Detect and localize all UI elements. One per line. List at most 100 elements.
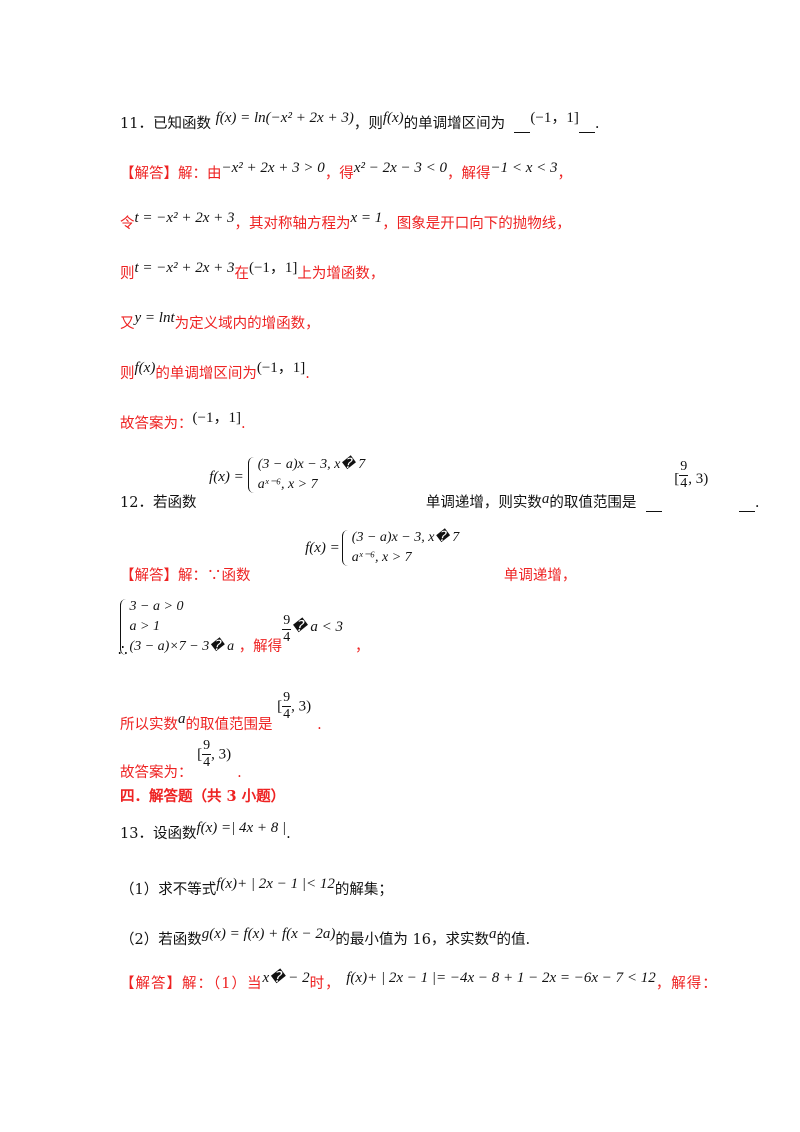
text: ，解得: [447, 166, 491, 182]
text: 设函数: [152, 826, 197, 842]
text: 解：由: [178, 166, 222, 182]
denominator: 4: [283, 629, 291, 645]
text: （1）求不等式: [120, 882, 217, 898]
text: 又: [120, 316, 135, 332]
case: aˣ⁻⁶, x > 7: [257, 477, 318, 492]
question-number: 12．: [120, 495, 153, 511]
formula: (−1，1]: [192, 410, 241, 426]
blank-line: [645, 495, 662, 512]
formula: f(x) =: [209, 469, 244, 485]
text: 为定义域内的增函数，: [174, 316, 320, 332]
text: 时，: [309, 976, 341, 992]
answer-11-line-3: 则t = −x² + 2x + 3在(−1，1]上为增函数，: [120, 260, 385, 283]
text: .: [240, 416, 246, 432]
text: .: [286, 826, 291, 842]
answer-11-line-6: 故答案为：(−1，1].: [120, 410, 246, 433]
answer-tag: 【解答】: [120, 568, 178, 584]
formula: f(x): [382, 110, 404, 126]
text: 则: [120, 366, 135, 382]
formula: f(x): [134, 360, 156, 376]
answer-tag: 【解答】: [120, 976, 182, 992]
answer: (−1，1]: [530, 110, 579, 126]
text: 的最小值为 16，求实数: [335, 932, 489, 948]
text: 的解集；: [334, 882, 393, 898]
formula: f(x)+ | 2x − 1 |< 12: [216, 876, 335, 892]
numerator: 9: [282, 612, 292, 630]
answer-12-line-3: 所以实数a的取值范围是 [9 4, 3).: [120, 690, 322, 733]
denominator: 4: [680, 475, 688, 491]
text: ，: [354, 639, 370, 655]
question-11: 11．已知函数 f(x) = ln(−x² + 2x + 3)，则f(x)的单调…: [120, 110, 600, 133]
text: 的单调增区间为: [155, 366, 257, 382]
variable: a: [488, 926, 497, 942]
text: 令: [120, 216, 135, 232]
blank-line: [738, 495, 755, 512]
answer-13-line-1: 【解答】解：（1）当x� − 2时， f(x)+ | 2x − 1 |= −4x…: [120, 970, 718, 993]
text: 解：（1）当: [182, 976, 263, 992]
numerator: 9: [282, 690, 292, 707]
answer: , 3): [688, 471, 709, 487]
text: ，得: [324, 166, 354, 182]
answer-11-line-5: 则f(x)的单调增区间为(−1，1].: [120, 360, 310, 383]
formula: y = lnt: [134, 310, 175, 326]
answer: [: [674, 471, 680, 487]
numerator: 9: [202, 738, 212, 755]
case: (3 − a)x − 3, x� 7: [257, 457, 366, 472]
answer-12-line-4: 故答案为： [9 4, 3).: [120, 738, 242, 781]
text: 故答案为：: [120, 764, 193, 781]
denominator: 4: [283, 707, 291, 722]
formula: , 3): [211, 746, 232, 763]
formula: −1 < x < 3: [490, 160, 558, 176]
variable: a: [541, 491, 550, 507]
answer-tag: 【解答】: [120, 166, 178, 182]
text: 解：∵函数: [178, 568, 251, 584]
formula: x² − 2x − 3 < 0: [353, 160, 447, 176]
text: .: [317, 716, 322, 733]
text: .: [305, 366, 310, 382]
blank-line: [514, 116, 531, 133]
case: aˣ⁻⁶, x > 7: [351, 550, 412, 565]
text: 的值.: [496, 932, 531, 948]
formula: (−1，1]: [248, 260, 298, 276]
text: ，: [557, 166, 573, 182]
case: 3 − a > 0: [129, 599, 184, 614]
question-number: 11．: [120, 116, 153, 132]
text: ，解得: [238, 639, 283, 655]
text: 则: [120, 266, 135, 282]
text: ，其对称轴方程为: [234, 216, 351, 232]
answer-11-line-2: 令t = −x² + 2x + 3，其对称轴方程为x = 1，图象是开口向下的抛…: [120, 210, 571, 233]
answer-11-line-1: 【解答】解：由−x² + 2x + 3 > 0，得x² − 2x − 3 < 0…: [120, 160, 573, 183]
question-13-part-1: （1）求不等式f(x)+ | 2x − 1 |< 12的解集；: [120, 876, 393, 899]
text: 若函数: [152, 495, 197, 511]
formula: f(x) = ln(−x² + 2x + 3): [215, 110, 354, 126]
text: .: [594, 116, 600, 132]
text: 在: [234, 266, 249, 282]
piecewise-function: (3 − a)x − 3, x� 7 aˣ⁻⁶, x > 7: [340, 528, 459, 568]
text: 的取值范围是: [549, 495, 637, 511]
numerator: 9: [679, 458, 689, 476]
formula: g(x) = f(x) + f(x − 2a): [201, 926, 336, 942]
text: 单调递增，则实数: [425, 495, 542, 511]
formula: t = −x² + 2x + 3: [134, 260, 235, 276]
text: ，则: [353, 116, 383, 132]
question-12: 12．若函数 f(x) = (3 − a)x − 3, x� 7 aˣ⁻⁶, x >…: [120, 455, 759, 512]
case: a > 1: [129, 619, 160, 634]
text: 所以实数: [120, 716, 178, 733]
formula: −x² + 2x + 3 > 0: [221, 160, 325, 176]
text: 故答案为：: [120, 416, 193, 432]
text: 的取值范围是: [185, 716, 273, 733]
case: (3 − a)×7 − 3� a: [129, 639, 235, 654]
text: ，解得：: [655, 976, 718, 992]
formula: � a < 3: [291, 619, 343, 635]
answer-11-line-4: 又y = lnt为定义域内的增函数，: [120, 310, 320, 333]
text: 上为增函数，: [297, 266, 385, 282]
system-of-inequalities: 3 − a > 0 a > 1 (3 − a)×7 − 3� a: [118, 597, 235, 657]
text: .: [754, 495, 760, 511]
piecewise-function: (3 − a)x − 3, x� 7 aˣ⁻⁶, x > 7: [246, 455, 366, 495]
formula: (−1，1]: [256, 360, 306, 376]
formula: , 3): [291, 698, 312, 715]
